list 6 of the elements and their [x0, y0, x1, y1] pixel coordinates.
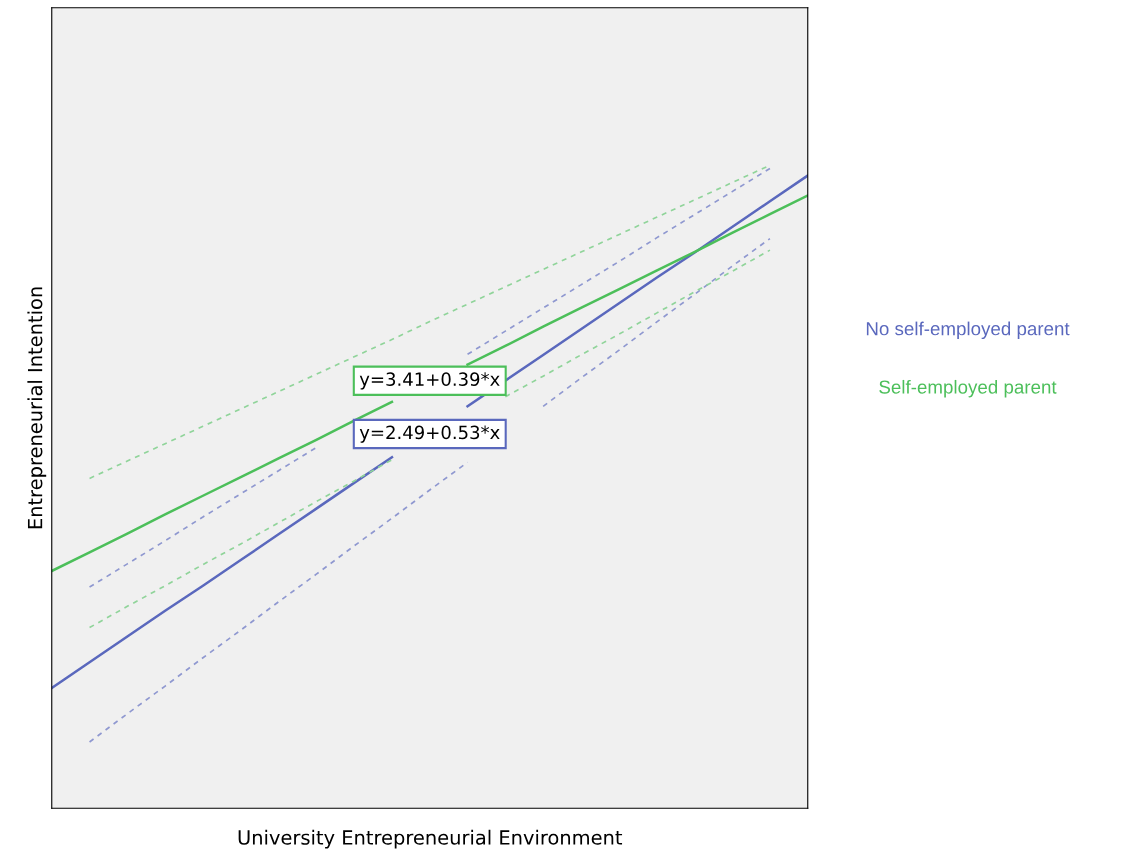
annotation: y=2.49+0.53*x: [359, 425, 500, 443]
text: Self-employed parent: [879, 379, 1057, 398]
x-axis-title: University Entrepreneurial Environment: [238, 829, 623, 849]
annotation: y=3.41+0.39*x: [359, 372, 500, 390]
text: No self-employed parent: [866, 321, 1070, 340]
y-axis-title: Entrepreneurial Intention: [27, 287, 47, 529]
